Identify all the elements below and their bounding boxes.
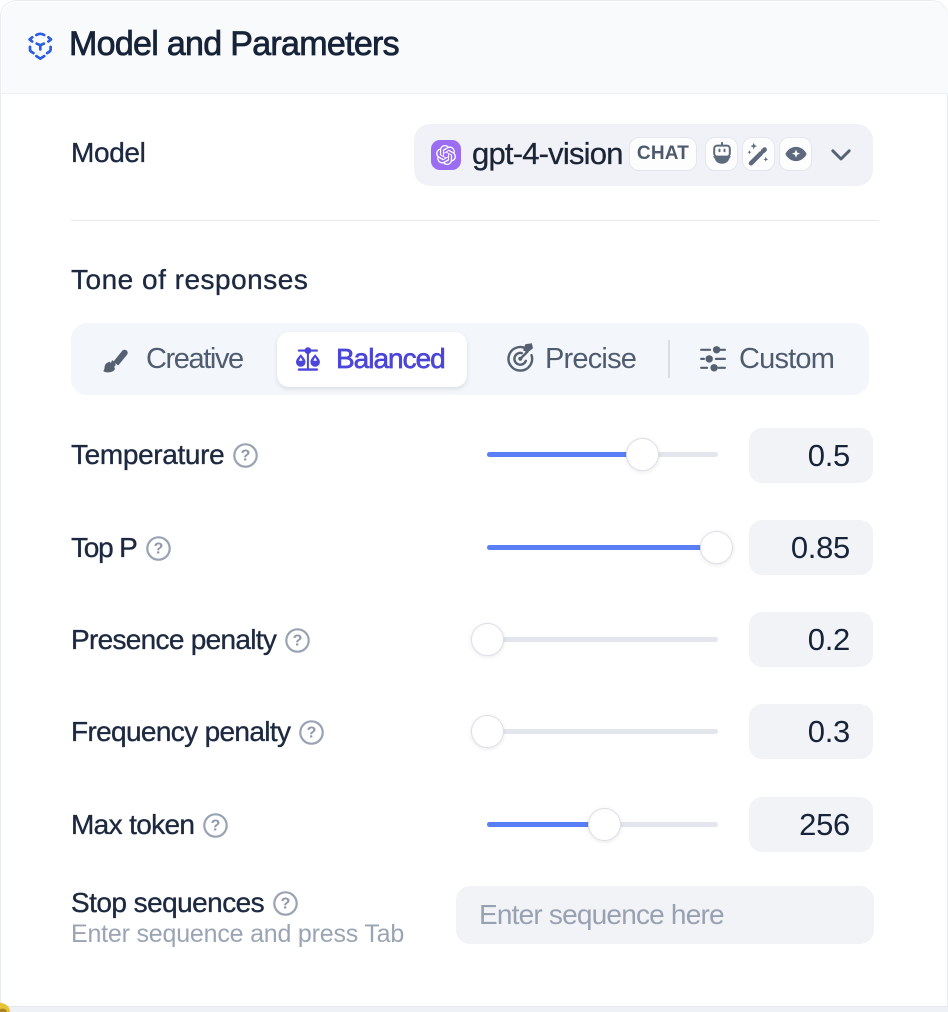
svg-text:?: ? <box>153 540 163 557</box>
svg-text:?: ? <box>241 447 251 464</box>
svg-text:?: ? <box>281 895 291 912</box>
svg-text:?: ? <box>307 724 317 741</box>
svg-text:?: ? <box>293 632 303 649</box>
svg-text:?: ? <box>211 817 221 834</box>
